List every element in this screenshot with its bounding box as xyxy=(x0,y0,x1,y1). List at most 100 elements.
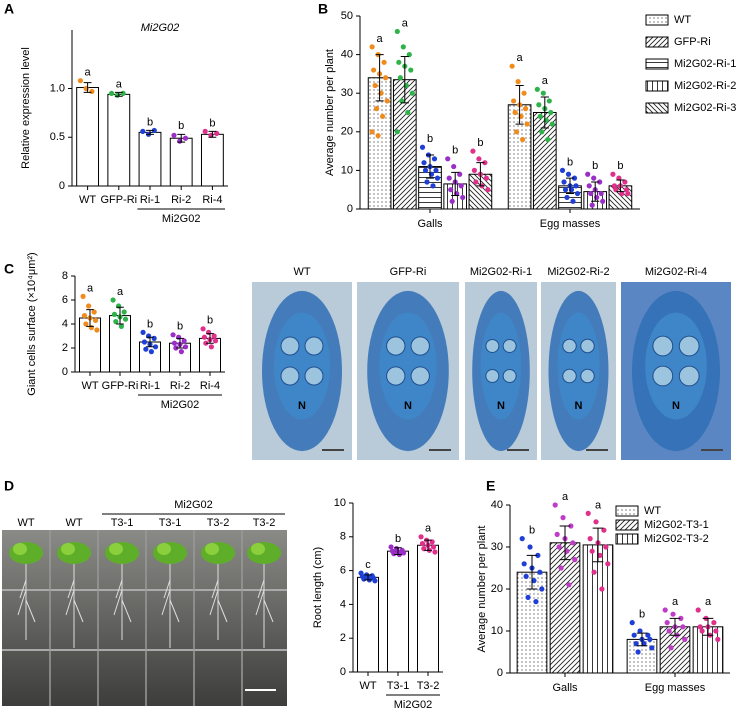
micrograph-label: WT xyxy=(293,266,310,278)
data-point xyxy=(539,586,545,592)
significance-letter: b xyxy=(178,120,184,132)
root xyxy=(255,560,274,648)
y-tick-label: 20 xyxy=(491,583,503,595)
data-point xyxy=(409,90,415,96)
data-point xyxy=(556,544,562,550)
x-tick-label: WT xyxy=(81,380,98,392)
y-tick-label: 4 xyxy=(62,318,68,330)
significance-letter: a xyxy=(562,491,569,503)
data-point xyxy=(573,183,579,189)
error-bar xyxy=(206,333,214,344)
data-point xyxy=(400,550,407,556)
bar xyxy=(417,544,439,673)
giant-cell xyxy=(304,336,324,356)
giant-cell xyxy=(304,366,324,386)
significance-letter: b xyxy=(592,160,598,172)
legend-label: Mi2G02-Ri-1 xyxy=(674,58,736,70)
y-tick-label: 6 xyxy=(62,294,68,306)
data-point xyxy=(173,345,179,351)
data-point xyxy=(200,326,206,332)
data-point xyxy=(424,179,430,185)
photo-label: T3-2 xyxy=(253,517,276,529)
data-point xyxy=(89,88,95,95)
significance-letter: a xyxy=(377,33,384,45)
root xyxy=(65,560,84,648)
bar xyxy=(357,576,379,673)
y-tick-label: 2 xyxy=(62,342,68,354)
data-point xyxy=(664,620,670,626)
nucleus-mark: N xyxy=(497,400,505,412)
significance-letter: a xyxy=(85,67,92,79)
rosette xyxy=(57,542,91,564)
error-bar xyxy=(565,177,575,195)
data-point xyxy=(86,303,92,309)
bar xyxy=(107,93,131,187)
data-point xyxy=(470,148,476,154)
bar xyxy=(200,133,224,187)
data-point xyxy=(379,113,386,119)
x-tick-label: T3-1 xyxy=(387,680,410,692)
data-point xyxy=(483,175,489,181)
data-point xyxy=(561,179,567,185)
giant-cell xyxy=(502,369,517,383)
giant-cell xyxy=(386,366,406,386)
data-point xyxy=(81,313,88,319)
data-point xyxy=(537,113,543,119)
photo-group-label: Mi2G02 xyxy=(174,499,213,511)
significance-letter: a xyxy=(705,596,712,608)
rosette xyxy=(105,542,139,564)
error-bar xyxy=(451,171,460,196)
data-point xyxy=(143,346,149,352)
photo-label: WT xyxy=(65,517,82,529)
data-point xyxy=(525,594,531,601)
panel-label: E xyxy=(486,478,495,494)
root xyxy=(161,560,180,648)
giant-cell xyxy=(386,336,406,356)
data-point xyxy=(695,607,701,613)
legend-swatch xyxy=(615,519,639,531)
data-point xyxy=(113,319,119,325)
significance-letter: a xyxy=(117,286,124,298)
legend-label: Mi2G02-Ri-3 xyxy=(674,102,736,114)
data-point xyxy=(419,540,426,547)
data-point xyxy=(534,86,540,92)
error-bar xyxy=(616,179,625,193)
data-point xyxy=(94,327,100,333)
x-tick-label: Ri-1 xyxy=(140,380,160,392)
data-point xyxy=(540,90,546,96)
data-point xyxy=(375,133,381,139)
giant-cell xyxy=(580,338,595,354)
y-axis-label: Giant cells surface (×10⁴μm²) xyxy=(26,252,38,395)
photo xyxy=(2,530,287,706)
data-point xyxy=(546,98,552,104)
data-point xyxy=(451,163,457,170)
legend-label: Mi2G02-T3-1 xyxy=(644,519,709,531)
error-bar xyxy=(425,154,435,179)
data-point xyxy=(668,645,674,651)
data-point xyxy=(682,636,688,643)
y-tick-label: 0 xyxy=(59,180,65,192)
data-point xyxy=(570,540,576,546)
data-point xyxy=(605,561,611,567)
y-tick-label: 4 xyxy=(340,598,346,610)
data-point xyxy=(111,311,118,317)
data-point xyxy=(565,171,572,177)
data-point xyxy=(629,620,635,626)
error-bar xyxy=(526,554,538,590)
data-point xyxy=(374,106,380,112)
error-bar xyxy=(116,306,124,325)
data-point xyxy=(554,531,560,538)
nucleus-mark: N xyxy=(575,400,583,412)
data-point xyxy=(434,175,441,181)
data-point xyxy=(400,44,406,50)
data-point xyxy=(585,171,591,177)
error-bar xyxy=(86,309,94,327)
data-point xyxy=(372,82,378,89)
rosette-leaf xyxy=(61,543,75,555)
data-point xyxy=(151,127,157,134)
data-point xyxy=(597,552,603,559)
data-point xyxy=(77,78,83,84)
data-point xyxy=(600,198,606,204)
data-point xyxy=(571,175,578,181)
y-tick-label: 6 xyxy=(340,565,346,577)
